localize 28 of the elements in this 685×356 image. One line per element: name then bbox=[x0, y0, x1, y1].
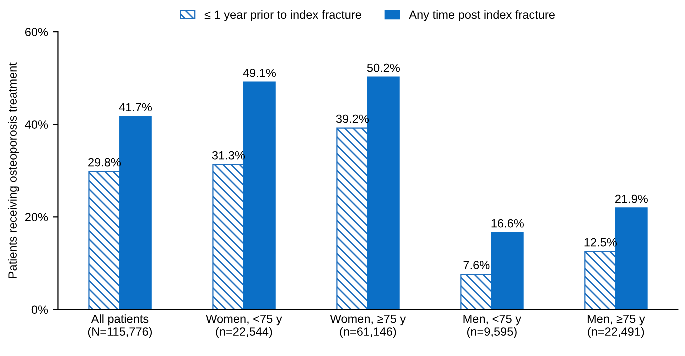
bar bbox=[244, 82, 276, 310]
y-tick-label: 0% bbox=[32, 306, 48, 314]
x-tick-label: Men, <75 y (n=9,595) bbox=[464, 315, 522, 338]
data-label: 50.2% bbox=[367, 64, 400, 72]
y-tick-label: 60% bbox=[25, 28, 48, 36]
legend-label: ≤ 1 year prior to index fracture bbox=[204, 10, 362, 22]
data-label: 7.6% bbox=[464, 261, 490, 270]
bar bbox=[88, 171, 121, 310]
data-label: 21.9% bbox=[616, 194, 648, 204]
bar bbox=[584, 251, 617, 310]
y-tick-label: 20% bbox=[25, 213, 48, 222]
x-tick-label: Men, ≥75 y (n=22,491) bbox=[588, 315, 646, 338]
y-axis-title: Patients receiving osteoporosis treatment bbox=[8, 62, 20, 278]
data-label: 41.7% bbox=[119, 103, 152, 112]
x-tick-label: Women, <75 y (n=22,544) bbox=[206, 315, 282, 338]
bar bbox=[460, 274, 493, 310]
bar bbox=[367, 76, 400, 310]
data-label: 16.6% bbox=[492, 219, 524, 228]
bar bbox=[120, 116, 152, 310]
x-tick-label: All patients (N=115,776) bbox=[88, 314, 152, 338]
bar bbox=[615, 208, 648, 310]
bar bbox=[212, 164, 245, 310]
data-label: 49.1% bbox=[243, 69, 276, 78]
x-tick-label: Women, ≥75 y (n=61,146) bbox=[330, 315, 406, 338]
bar bbox=[491, 232, 524, 310]
bar bbox=[336, 128, 369, 310]
y-tick-label: 40% bbox=[25, 120, 48, 129]
legend-label: Any time post index fracture bbox=[409, 10, 555, 22]
